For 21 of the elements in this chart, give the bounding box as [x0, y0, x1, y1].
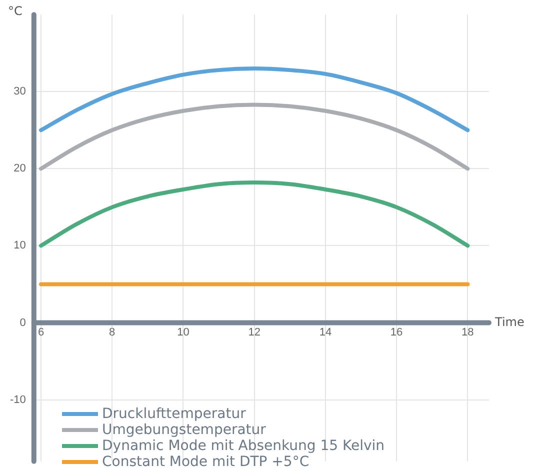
- y-tick-label: 20: [14, 162, 26, 175]
- y-tick-label: 30: [14, 86, 26, 98]
- x-tick-label: 12: [248, 326, 260, 338]
- line-series: [39, 102, 470, 171]
- y-tick-label: 0: [20, 316, 26, 329]
- x-axis-title: Time: [494, 314, 524, 329]
- x-tick-label: 10: [177, 326, 190, 338]
- x-tick-label: 14: [319, 326, 332, 338]
- y-tick-label: 10: [14, 240, 26, 252]
- x-tick-label: 8: [109, 326, 116, 338]
- x-tick-label: 6: [38, 326, 44, 338]
- legend-label: Umgebungstemperatur: [102, 422, 266, 438]
- x-tick-label: 16: [390, 326, 403, 338]
- y-tick-label: -10: [10, 394, 26, 406]
- legend-label: Dynamic Mode mit Absenkung 15 Kelvin: [102, 438, 385, 454]
- x-tick-label: 18: [462, 326, 474, 338]
- line-series: [39, 180, 470, 248]
- legend-label: Drucklufttemperatur: [102, 406, 246, 422]
- line-series: [39, 66, 470, 132]
- legend-label: Constant Mode mit DTP +5°C: [102, 454, 310, 470]
- y-axis-title: °C: [8, 4, 22, 18]
